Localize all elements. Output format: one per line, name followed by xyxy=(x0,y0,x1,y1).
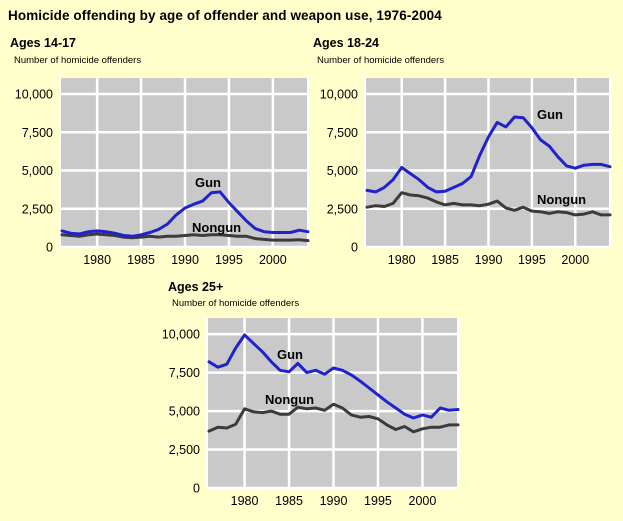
x-tick-label: 1990 xyxy=(171,253,199,267)
x-tick-label: 1995 xyxy=(364,494,392,508)
x-tick-label: 1980 xyxy=(231,494,259,508)
y-tick-label: 2,500 xyxy=(22,202,53,216)
y-tick-label: 10,000 xyxy=(15,88,53,102)
x-tick-label: 2000 xyxy=(259,253,287,267)
x-tick-label: 1990 xyxy=(320,494,348,508)
y-tick-label: 0 xyxy=(351,241,358,255)
series-label-nongun: Nongun xyxy=(265,392,314,407)
x-tick-label: 2000 xyxy=(561,253,589,267)
panel-heading-ages-14-17: Ages 14-17 xyxy=(10,36,77,50)
series-label-gun: Gun xyxy=(537,107,563,122)
chart-ages-25-plus: 1980 1985 1990 1995 2000 0 2,500 5,000 7,500 10,0… xyxy=(162,318,460,508)
y-tick-label: 5,000 xyxy=(169,405,200,419)
x-tick-label: 1995 xyxy=(215,253,243,267)
y-tick-label: 10,000 xyxy=(320,88,358,102)
y-tick-label: 0 xyxy=(46,241,53,255)
x-tick-label: 1995 xyxy=(518,253,546,267)
x-tick-label: 1980 xyxy=(388,253,416,267)
y-tick-label: 10,000 xyxy=(162,328,200,342)
series-line-gun xyxy=(207,333,460,420)
panel-subtitle-ages-25-plus: Number of homicide offenders xyxy=(172,298,300,309)
y-tick-label: 7,500 xyxy=(22,126,53,140)
page-title: Homicide offending by age of offender an… xyxy=(8,8,442,23)
y-tick-label: 2,500 xyxy=(169,443,200,457)
chart-ages-18-24: 1980 1985 1990 1995 2000 0 2,500 5,000 7,500 10,0… xyxy=(320,78,612,267)
series-label-gun: Gun xyxy=(195,175,221,190)
y-tick-label: 2,500 xyxy=(327,202,358,216)
panel-subtitle-ages-14-17: Number of homicide offenders xyxy=(14,55,142,66)
chart-ages-14-17: 1980 1985 1990 1995 2000 0 2,500 5,000 7,500 10,0… xyxy=(15,78,310,267)
series-line-nongun xyxy=(60,232,310,243)
x-tick-label: 1985 xyxy=(431,253,459,267)
x-tick-label: 1985 xyxy=(275,494,303,508)
series-label-nongun: Nongun xyxy=(192,220,241,235)
series-label-gun: Gun xyxy=(277,347,303,362)
y-tick-label: 7,500 xyxy=(327,126,358,140)
y-tick-label: 0 xyxy=(193,482,200,496)
panel-heading-ages-18-24: Ages 18-24 xyxy=(313,36,380,50)
panel-heading-ages-25-plus: Ages 25+ xyxy=(168,280,224,294)
x-tick-label: 1990 xyxy=(475,253,503,267)
series-line-gun xyxy=(60,190,310,238)
y-tick-label: 5,000 xyxy=(22,164,53,178)
x-tick-label: 1985 xyxy=(127,253,155,267)
x-tick-label: 1980 xyxy=(83,253,111,267)
series-line-nongun xyxy=(365,191,612,217)
panel-subtitle-ages-18-24: Number of homicide offenders xyxy=(317,55,445,66)
y-tick-label: 5,000 xyxy=(327,164,358,178)
series-line-gun xyxy=(365,115,612,194)
series-label-nongun: Nongun xyxy=(537,192,586,207)
y-tick-label: 7,500 xyxy=(169,366,200,380)
x-tick-label: 2000 xyxy=(409,494,437,508)
series-line-nongun xyxy=(207,402,460,434)
